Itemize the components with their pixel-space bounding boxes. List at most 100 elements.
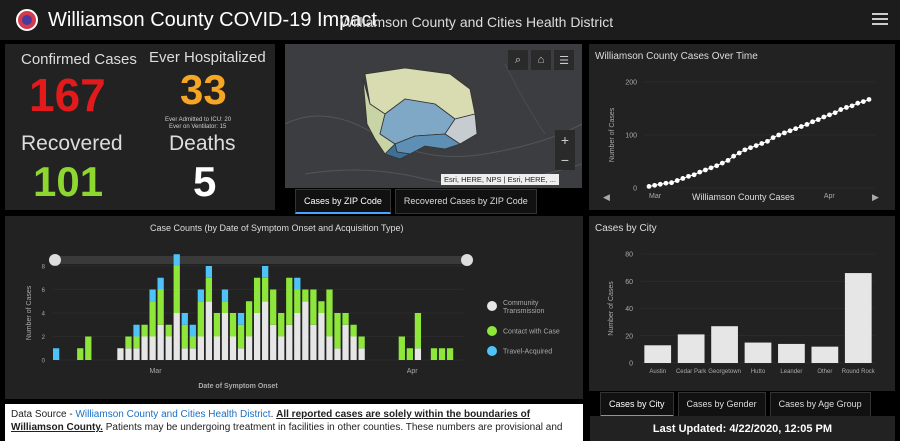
bar-segment: [406, 348, 413, 360]
data-point: [770, 135, 776, 141]
tab-cases-by-gender[interactable]: Cases by Gender: [677, 392, 766, 417]
data-point: [776, 132, 782, 138]
bar-segment: [165, 336, 172, 360]
data-point: [844, 105, 849, 110]
bar-segment: [245, 336, 253, 360]
bar-segment: [141, 324, 148, 337]
tab-cases-by-zip[interactable]: Cases by ZIP Code: [295, 189, 391, 214]
hamburger-menu-icon[interactable]: [872, 10, 888, 26]
bar-segment: [157, 289, 164, 325]
range-slider-track: [53, 256, 469, 264]
map-home-icon[interactable]: ⌂: [531, 50, 551, 70]
y-tick-label: 6: [42, 288, 46, 294]
case-counts-chart: 0 2 4 6 8 Number of Cases Mar Apr Date of Sympto…: [26, 254, 560, 390]
y-tick-label: 4: [42, 312, 46, 318]
map-legend-icon[interactable]: ☰: [554, 50, 574, 70]
x-tick-label: Georgetown: [708, 369, 741, 375]
legend-swatch: [487, 326, 497, 336]
next-arrow-icon[interactable]: ▶: [872, 192, 879, 202]
bar-segment: [253, 277, 261, 313]
data-source-link[interactable]: Williamson County and Cities Health Dist…: [75, 409, 271, 420]
bar-segment: [302, 289, 309, 302]
bar-segment: [278, 336, 285, 360]
data-point: [663, 180, 669, 186]
bar-segment: [350, 336, 357, 360]
bar: [644, 345, 672, 363]
data-point: [804, 122, 810, 127]
tab-cases-by-age-group[interactable]: Cases by Age Group: [769, 392, 871, 417]
data-point: [793, 126, 799, 132]
bar-segment: [157, 277, 164, 290]
bar-segment: [213, 336, 221, 360]
bar-segment: [286, 324, 293, 360]
last-updated: Last Updated: 4/22/2020, 12:05 PM: [590, 416, 895, 441]
tab-cases-by-city[interactable]: Cases by City: [600, 392, 674, 417]
bar-segment: [237, 348, 245, 360]
bar-segment: [430, 348, 438, 360]
bar-segment: [205, 266, 213, 278]
bar-segment: [173, 313, 180, 360]
data-point: [646, 184, 652, 189]
bar-segment: [181, 313, 188, 325]
legend-label: Travel-Acquired: [503, 349, 552, 356]
tab-recovered-by-zip[interactable]: Recovered Cases by ZIP Code: [394, 189, 537, 214]
bar-segment: [334, 348, 341, 360]
bar-segment: [358, 348, 365, 360]
bar-segment: [229, 336, 237, 360]
bar-segment: [165, 324, 172, 337]
bar-segment: [446, 348, 454, 360]
page-subtitle: Williamson County and Cities Health Dist…: [340, 14, 614, 30]
x-tick-label: Cedar Park: [676, 369, 707, 375]
map-zoom-out-button[interactable]: −: [555, 150, 575, 170]
map-zoom-in-button[interactable]: +: [555, 130, 575, 150]
bar-segment: [318, 301, 325, 313]
bar-segment: [77, 348, 84, 360]
county-shape-east[interactable]: [444, 113, 478, 145]
y-tick-label: 60: [625, 279, 633, 286]
bar-segment: [133, 336, 140, 349]
y-tick-label: 8: [42, 265, 46, 271]
bar-segment: [342, 324, 349, 360]
data-point: [742, 147, 748, 153]
data-point: [714, 163, 720, 169]
y-tick-label: 0: [629, 361, 633, 368]
data-point: [815, 117, 821, 123]
bar: [811, 346, 839, 363]
data-point: [798, 124, 804, 129]
bar-segment: [414, 313, 422, 349]
cases-over-time-footer-label: Williamson County Cases: [692, 192, 795, 202]
x-tick-label: Other: [817, 369, 832, 375]
map-search-icon[interactable]: ⌕: [508, 50, 528, 70]
y-axis-label: Number of Cases: [608, 281, 615, 336]
bar-segment: [205, 277, 213, 302]
bar-segment: [189, 336, 196, 349]
bar-segment: [262, 301, 269, 360]
y-tick-label: 0: [633, 186, 637, 193]
bar-segment: [141, 336, 148, 360]
y-tick-label: 0: [42, 359, 46, 365]
prev-arrow-icon[interactable]: ◀: [603, 192, 610, 202]
bar-segment: [197, 289, 204, 302]
zip-code-map[interactable]: ⌕ ⌂ ☰ + − Esri, HERE, NPS | Esri, HERE, …: [285, 44, 582, 188]
recovered-value: 101: [33, 158, 104, 205]
cases-by-city-panel: Cases by City 0 20 40 60 80 Number of Cases Au…: [589, 216, 895, 391]
data-source-rest: Patients may be undergoing treatment in …: [102, 422, 563, 433]
deaths-value: 5: [193, 158, 217, 205]
confirmed-cases-value: 167: [29, 69, 106, 121]
range-slider-right-handle: [461, 254, 473, 266]
bar-segment: [294, 277, 301, 290]
x-axis-label: Date of Symptom Onset: [198, 383, 278, 390]
bar-segment: [157, 324, 164, 360]
county-shape-southwest[interactable]: [384, 143, 412, 160]
map-svg: [285, 63, 582, 185]
data-point: [838, 107, 844, 112]
bar-segment: [221, 313, 229, 360]
data-source-bold: All reported cases are solely within the…: [11, 409, 531, 433]
case-counts-title: Case Counts (by Date of Symptom Onset an…: [150, 223, 404, 233]
bar-segment: [237, 313, 245, 325]
icu-note: Ever Admitted to ICU: 20: [165, 117, 232, 123]
bar-segment: [213, 313, 221, 337]
bar: [677, 334, 705, 363]
x-tick-label: Mar: [149, 368, 162, 375]
y-tick-label: 80: [625, 252, 633, 259]
